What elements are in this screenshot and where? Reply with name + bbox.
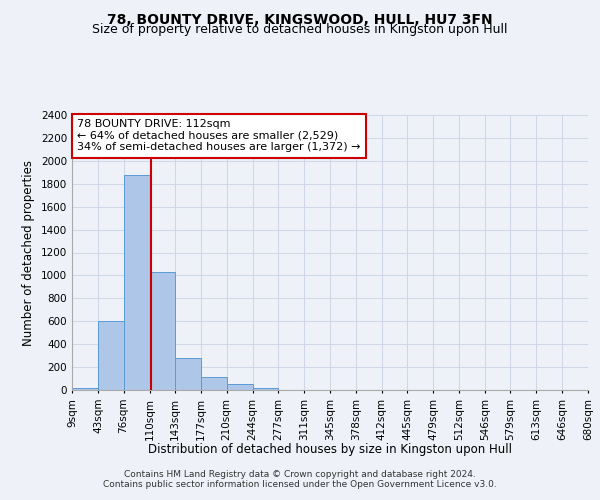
Bar <box>175 358 201 390</box>
Text: 78 BOUNTY DRIVE: 112sqm
← 64% of detached houses are smaller (2,529)
34% of semi: 78 BOUNTY DRIVE: 112sqm ← 64% of detache… <box>77 119 361 152</box>
Bar <box>149 272 175 390</box>
Bar <box>253 388 278 390</box>
Text: Contains HM Land Registry data © Crown copyright and database right 2024.: Contains HM Land Registry data © Crown c… <box>124 470 476 479</box>
Text: Distribution of detached houses by size in Kingston upon Hull: Distribution of detached houses by size … <box>148 442 512 456</box>
Bar <box>124 174 149 390</box>
Text: Contains public sector information licensed under the Open Government Licence v3: Contains public sector information licen… <box>103 480 497 489</box>
Y-axis label: Number of detached properties: Number of detached properties <box>22 160 35 346</box>
Bar <box>98 322 124 390</box>
Text: Size of property relative to detached houses in Kingston upon Hull: Size of property relative to detached ho… <box>92 22 508 36</box>
Bar <box>201 378 227 390</box>
Bar <box>227 384 253 390</box>
Text: 78, BOUNTY DRIVE, KINGSWOOD, HULL, HU7 3FN: 78, BOUNTY DRIVE, KINGSWOOD, HULL, HU7 3… <box>107 12 493 26</box>
Bar <box>72 388 98 390</box>
